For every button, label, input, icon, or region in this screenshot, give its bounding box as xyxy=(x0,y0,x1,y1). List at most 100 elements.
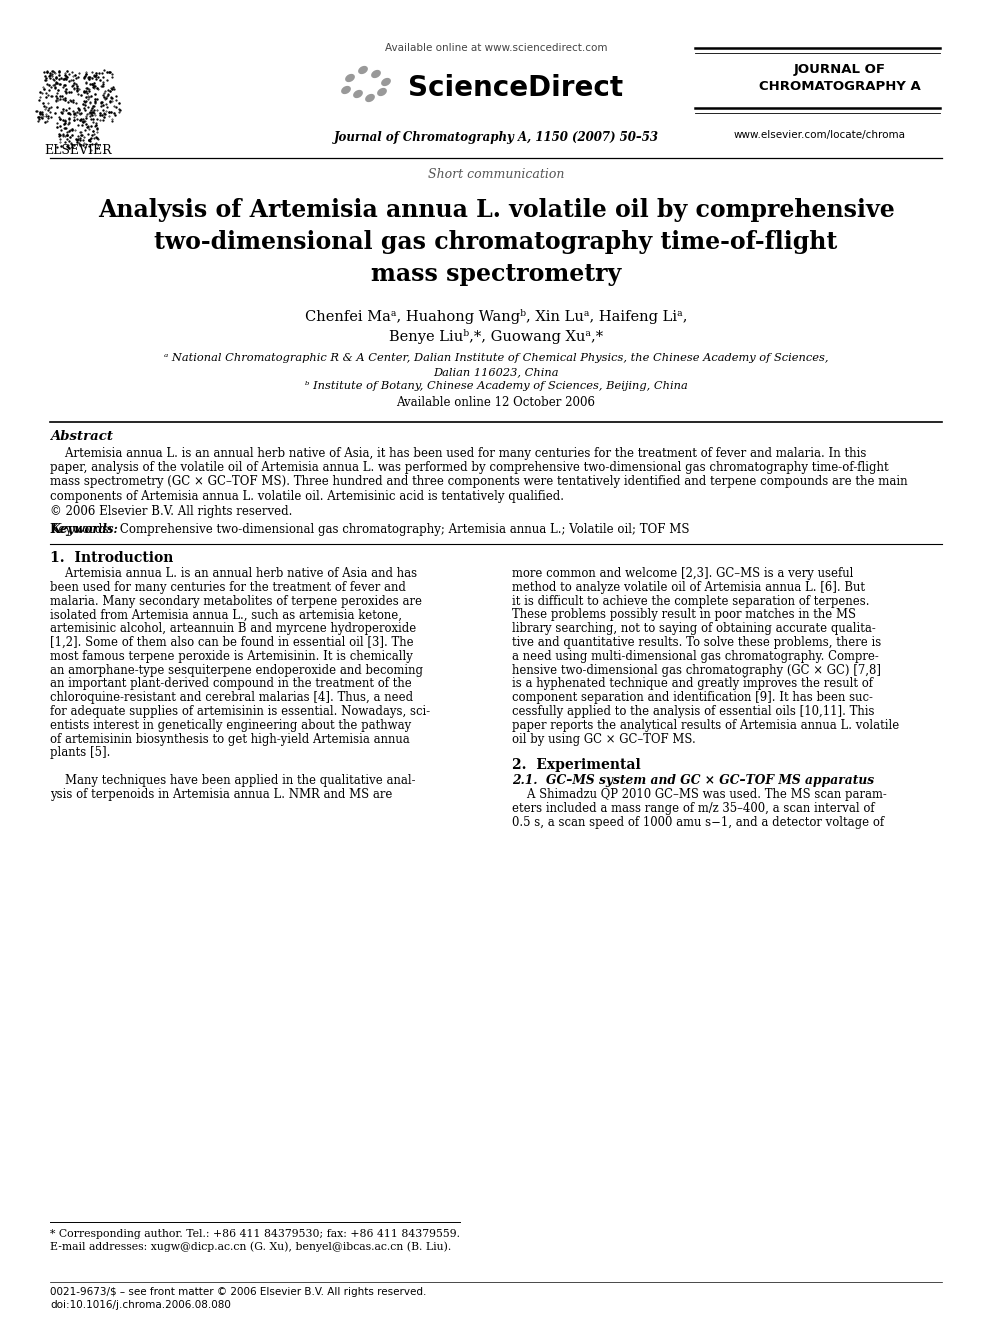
Point xyxy=(64,119,80,140)
Point xyxy=(77,91,93,112)
Point xyxy=(61,131,76,152)
Point xyxy=(47,77,62,98)
Point xyxy=(41,74,57,95)
Point xyxy=(77,91,93,112)
Point xyxy=(71,99,87,120)
Point xyxy=(73,85,89,106)
Point xyxy=(42,67,58,89)
Text: component separation and identification [9]. It has been suc-: component separation and identification … xyxy=(512,691,873,704)
Point xyxy=(79,116,95,138)
Point xyxy=(42,62,58,83)
Point xyxy=(59,69,74,90)
Point xyxy=(63,90,79,111)
Point xyxy=(84,124,100,146)
Point xyxy=(45,65,61,86)
Point xyxy=(87,83,103,105)
Text: Artemisia annua L. is an annual herb native of Asia and has: Artemisia annua L. is an annual herb nat… xyxy=(50,568,417,579)
Point xyxy=(35,75,51,97)
Point xyxy=(65,91,81,112)
Point xyxy=(92,110,108,131)
Point xyxy=(48,103,63,124)
Point xyxy=(67,103,83,124)
Text: most famous terpene peroxide is Artemisinin. It is chemically: most famous terpene peroxide is Artemisi… xyxy=(50,650,413,663)
Point xyxy=(60,124,75,146)
Point xyxy=(55,103,70,124)
Point xyxy=(77,110,93,131)
Point xyxy=(62,108,77,130)
Point xyxy=(77,81,93,102)
Point xyxy=(82,108,98,130)
Point xyxy=(33,106,49,127)
Point xyxy=(45,69,61,90)
Point xyxy=(99,61,115,82)
Point xyxy=(71,110,87,131)
Point xyxy=(59,128,74,149)
Text: of artemisinin biosynthesis to get high-yield Artemisia annua: of artemisinin biosynthesis to get high-… xyxy=(50,733,410,746)
Point xyxy=(76,110,92,131)
Point xyxy=(29,101,45,122)
Point xyxy=(74,111,90,132)
Point xyxy=(65,74,81,95)
Point xyxy=(106,103,122,124)
Point xyxy=(41,107,57,128)
Point xyxy=(57,131,72,152)
Point xyxy=(81,135,97,156)
Point xyxy=(69,81,85,102)
Point xyxy=(52,73,67,94)
Point xyxy=(46,62,62,83)
Point xyxy=(58,62,73,83)
Point xyxy=(56,112,71,134)
Point xyxy=(54,67,69,89)
Point xyxy=(72,135,88,156)
Point xyxy=(57,81,72,102)
Point xyxy=(34,107,50,128)
Point xyxy=(69,102,85,123)
Point xyxy=(39,67,55,89)
Point xyxy=(56,89,71,110)
Point xyxy=(70,132,86,153)
Point xyxy=(72,120,88,142)
Point xyxy=(84,120,100,142)
Point xyxy=(58,65,73,86)
Point xyxy=(48,67,63,89)
Point xyxy=(95,108,111,130)
Point xyxy=(100,79,116,101)
Point xyxy=(83,103,99,124)
Point xyxy=(39,62,55,83)
Text: two-dimensional gas chromatography time-of-flight: two-dimensional gas chromatography time-… xyxy=(155,230,837,254)
Point xyxy=(74,108,90,130)
Point xyxy=(88,78,104,99)
Point xyxy=(42,65,58,86)
Point xyxy=(92,70,108,91)
Point xyxy=(76,127,92,148)
Point xyxy=(65,69,81,90)
Point xyxy=(41,93,57,114)
Point xyxy=(63,61,79,82)
Point xyxy=(40,62,56,83)
Point xyxy=(86,65,102,86)
Point xyxy=(84,74,100,95)
Text: 0.5 s, a scan speed of 1000 amu s−1, and a detector voltage of: 0.5 s, a scan speed of 1000 amu s−1, and… xyxy=(512,816,884,830)
Point xyxy=(45,61,61,82)
Point xyxy=(106,95,122,116)
Point xyxy=(64,66,80,87)
Text: A Shimadzu QP 2010 GC–MS was used. The MS scan param-: A Shimadzu QP 2010 GC–MS was used. The M… xyxy=(512,789,887,802)
Point xyxy=(48,67,63,89)
Text: cessfully applied to the analysis of essential oils [10,11]. This: cessfully applied to the analysis of ess… xyxy=(512,705,875,718)
Point xyxy=(83,102,99,123)
Point xyxy=(71,103,87,124)
Point xyxy=(98,101,114,122)
Point xyxy=(108,89,124,110)
Point xyxy=(71,127,87,148)
Text: Dalian 116023, China: Dalian 116023, China xyxy=(434,366,558,377)
Point xyxy=(83,105,99,126)
Point xyxy=(69,115,85,136)
Point xyxy=(57,118,72,139)
Point xyxy=(75,67,91,89)
Point xyxy=(57,69,72,90)
Point xyxy=(62,89,78,110)
Point xyxy=(84,67,100,89)
Point xyxy=(81,131,97,152)
Text: method to analyze volatile oil of Artemisia annua L. [6]. But: method to analyze volatile oil of Artemi… xyxy=(512,581,865,594)
Point xyxy=(73,108,89,130)
